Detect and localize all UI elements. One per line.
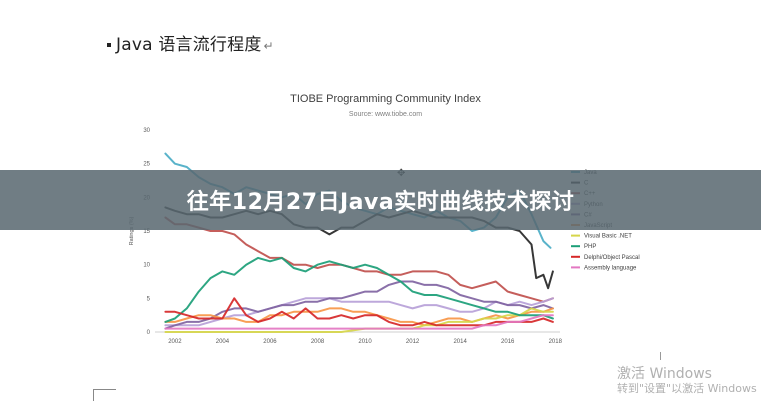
chart-subtitle: Source: www.tiobe.com [348,111,423,118]
series-line-python [164,297,554,327]
legend-label-assembly-language: Assembly language [584,265,637,271]
series-line-delphi-object-pascal [164,297,554,327]
legend-label-php: PHP [584,244,596,250]
x-tick-label-2006: 2006 [263,339,277,345]
series-line-php [164,256,554,323]
bullet-icon [107,43,111,47]
y-tick-label-25: 25 [143,162,150,168]
watermark-line-1: 激活 Windows [617,366,712,382]
document-heading-text: Java 语言流行程度 [116,35,262,55]
document-heading: Java 语言流行程度 ↵ [107,30,274,55]
article-title-banner: 往年12月27日Java实时曲线技术探讨 [0,170,761,230]
x-tick-label-2010: 2010 [358,339,372,345]
x-tick-label-2008: 2008 [311,339,325,345]
y-tick-label-30: 30 [143,128,150,134]
x-tick-label-2002: 2002 [168,339,182,345]
series-line-assembly-language [164,314,554,330]
series-line-c- [164,216,554,303]
x-tick-label-2012: 2012 [406,339,420,345]
watermark-line-2: 转到"设置"以激活 Windows [617,382,757,395]
legend-label-visual-basic-net: Visual Basic .NET [584,234,632,240]
legend-label-delphi-object-pascal: Delphi/Object Pascal [584,255,640,261]
image-frame-corner [93,389,116,401]
series-line-javascript [164,307,554,327]
y-tick-label-10: 10 [143,263,150,269]
x-tick-label-2004: 2004 [216,339,230,345]
windows-activation-watermark: 激活 Windows 转到"设置"以激活 Windows [617,366,757,396]
x-tick-label-2016: 2016 [501,339,515,345]
y-tick-label-0: 0 [147,330,151,336]
y-axis-label: Ratings (%) [129,216,135,245]
x-tick-label-2018: 2018 [549,339,563,345]
text-cursor-icon [660,352,661,360]
y-tick-label-15: 15 [143,229,150,235]
chart-title: TIOBE Programming Community Index [290,93,481,105]
paragraph-mark-icon: ↵ [263,39,274,53]
article-title: 往年12月27日Java实时曲线技术探讨 [186,190,575,215]
y-tick-label-5: 5 [147,296,151,302]
x-tick-label-2014: 2014 [453,339,467,345]
